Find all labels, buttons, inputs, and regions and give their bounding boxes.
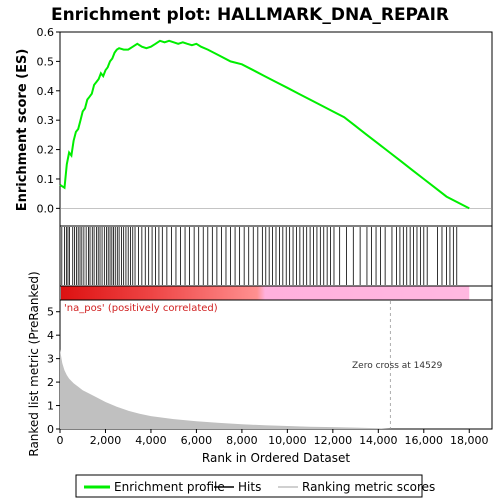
es-ytick-label-4: 0.4 — [37, 85, 55, 98]
positive-correlated-label: 'na_pos' (positively correlated) — [64, 303, 218, 314]
legend-box — [75, 474, 423, 498]
enrichment-profile-line — [59, 39, 470, 210]
es-ytick-label-1: 0.1 — [37, 173, 55, 186]
xtick-label-9: 18,000 — [450, 434, 489, 447]
xtick-label-2: 4,000 — [135, 434, 167, 447]
es-panel-frame — [59, 31, 493, 227]
ticks-layer: 0.0 0.1 0.2 0.3 0.4 0.5 0.6 0 1 2 3 4 5 0 2,000 4,000 6,… — [37, 26, 489, 447]
xtick-label-3: 6,000 — [181, 434, 213, 447]
xtick-label-0: 0 — [57, 434, 64, 447]
es-ytick-label-5: 0.5 — [37, 55, 55, 68]
legend-label-metric: Ranking metric scores — [302, 480, 435, 494]
es-ytick-label-0: 0.0 — [37, 202, 55, 215]
legend-label-hits: Hits — [238, 480, 261, 494]
ranking-metric-area — [60, 349, 391, 429]
metric-ytick-label-1: 1 — [47, 400, 54, 413]
es-ytick-label-6: 0.6 — [37, 26, 55, 39]
xtick-label-6: 12,000 — [314, 434, 353, 447]
es-layer — [59, 39, 492, 210]
metric-ytick-label-4: 4 — [47, 329, 54, 342]
hits-layer — [61, 227, 458, 285]
es-axis-label: Enrichment score (ES) — [15, 49, 30, 212]
metric-ytick-label-5: 5 — [47, 306, 54, 319]
metric-ytick-label-2: 2 — [47, 376, 54, 389]
es-ytick-label-2: 0.2 — [37, 144, 55, 157]
metric-ytick-label-3: 3 — [47, 353, 54, 366]
xtick-label-5: 10,000 — [268, 434, 307, 447]
xtick-label-7: 14,000 — [359, 434, 398, 447]
legend-label-enrichment: Enrichment profile — [114, 480, 225, 494]
x-axis-label: Rank in Ordered Dataset — [202, 451, 350, 465]
xtick-label-8: 16,000 — [405, 434, 444, 447]
chart-title: Enrichment plot: HALLMARK_DNA_REPAIR — [51, 5, 449, 25]
metric-axis-label: Ranked list metric (PreRanked) — [27, 271, 41, 456]
es-ytick-label-3: 0.3 — [37, 114, 55, 127]
rank-color-band — [61, 286, 470, 300]
xtick-label-1: 2,000 — [90, 434, 122, 447]
xtick-label-4: 8,000 — [226, 434, 258, 447]
metric-ytick-label-0: 0 — [47, 423, 54, 436]
metric-layer — [60, 301, 391, 429]
zero-cross-annotation: Zero cross at 14529 — [352, 361, 443, 371]
legend: Enrichment profile Hits Ranking metric s… — [75, 474, 435, 498]
